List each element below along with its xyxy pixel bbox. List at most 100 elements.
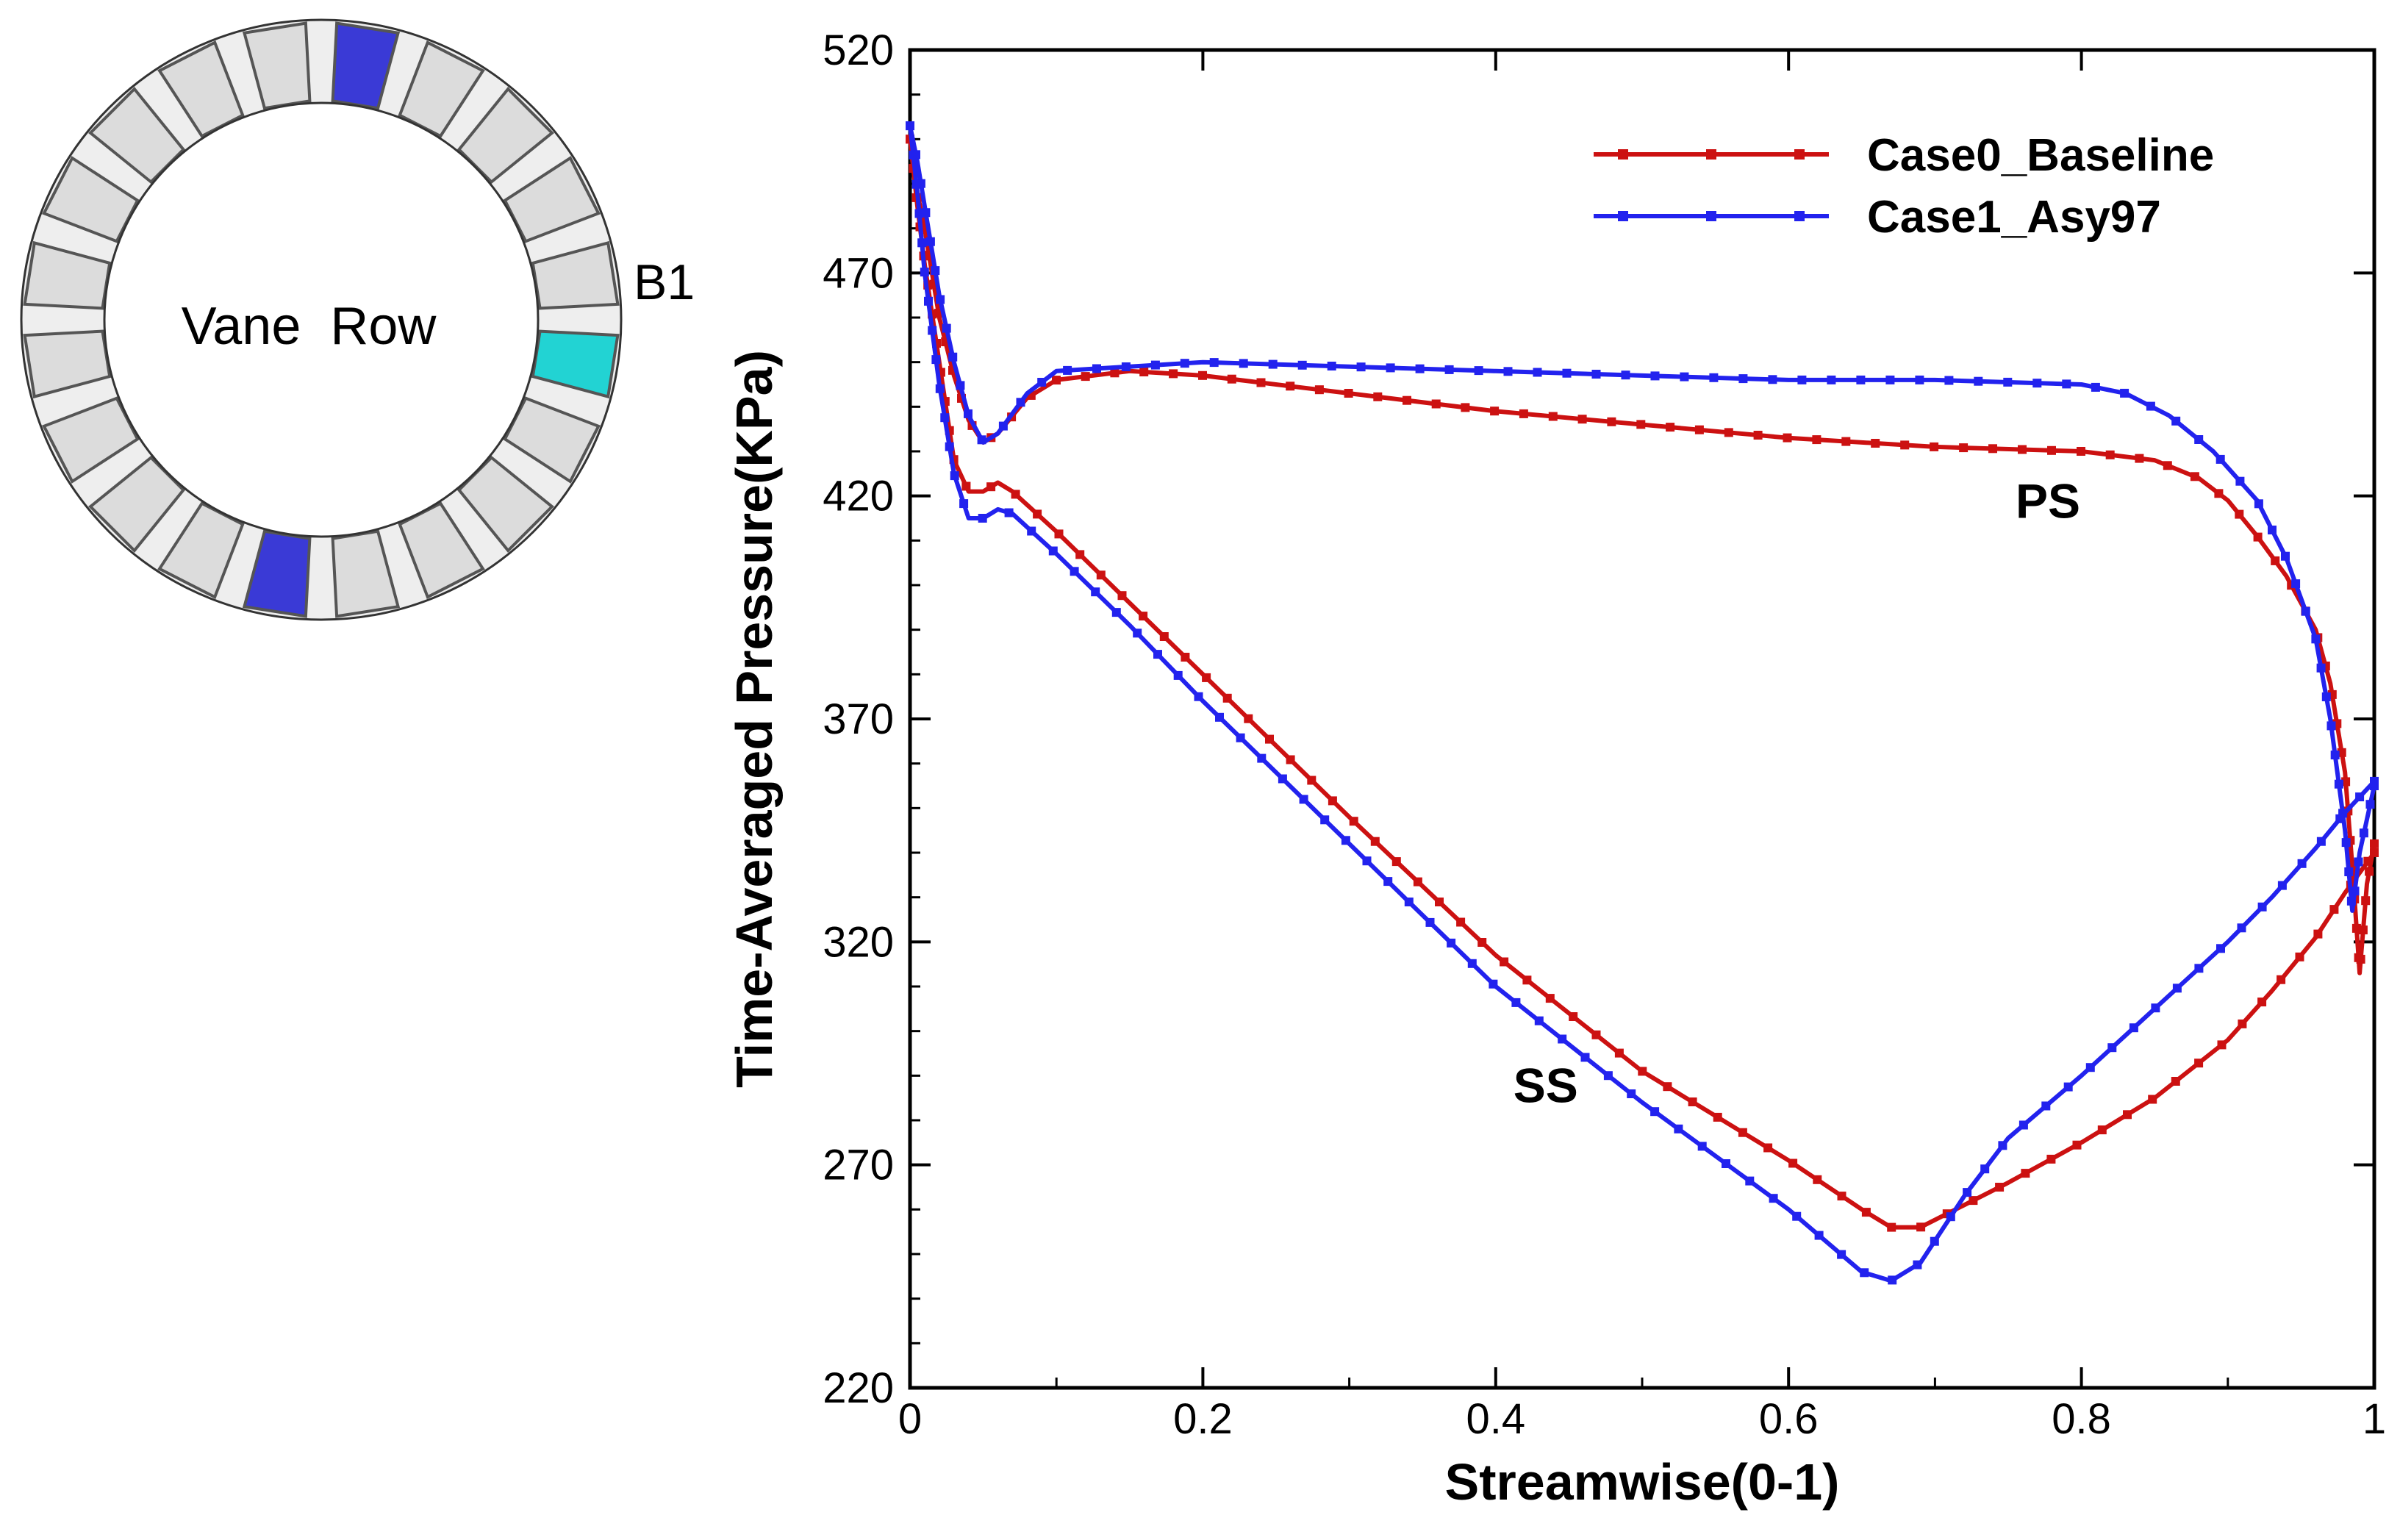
vane-b1 (531, 329, 620, 399)
series-marker (1004, 508, 1014, 517)
legend-label-case1: Case1_Asy97 (1867, 192, 2161, 243)
series-marker (2190, 472, 2199, 481)
series-marker (2041, 1101, 2051, 1111)
series-marker (1373, 392, 1383, 401)
series-marker (1603, 1071, 1613, 1081)
series-line-ps (908, 138, 2376, 975)
series-marker (2171, 1077, 2180, 1086)
series-marker (1268, 359, 1278, 369)
series-marker (1299, 795, 1308, 804)
series-marker (2217, 1040, 2227, 1050)
series-marker (1636, 420, 1646, 429)
series-marker (1435, 898, 1444, 906)
series-marker (920, 268, 929, 277)
series-marker (1431, 399, 1441, 409)
y-tick-label: 420 (823, 473, 894, 520)
series-marker (2123, 1110, 2132, 1120)
series-marker (1194, 692, 1203, 701)
series-marker (1522, 975, 1532, 985)
series-marker (1860, 1268, 1869, 1278)
series-marker (2215, 454, 2225, 464)
series-marker (1503, 367, 1513, 376)
series-marker (1404, 898, 1414, 906)
series-marker (1169, 369, 1178, 379)
series-marker (909, 150, 918, 160)
vane-highlighted (331, 21, 401, 110)
series-marker (924, 296, 933, 306)
series-marker (1666, 423, 1675, 432)
series-marker (2301, 606, 2310, 616)
series-marker (2135, 454, 2144, 463)
series-marker (1016, 398, 1025, 407)
series-marker (1415, 364, 1425, 373)
x-tick-label: 0 (898, 1395, 922, 1443)
series-marker (1694, 425, 1704, 434)
series-marker (1048, 546, 1058, 556)
series-marker (2341, 838, 2351, 848)
series-marker (1054, 529, 1064, 539)
series-marker (1139, 368, 1149, 376)
series-marker (2291, 579, 2301, 589)
series-marker (948, 352, 958, 362)
series-marker (1534, 1016, 1544, 1025)
y-tick-labels: 220 270 320 370 420 470 520 (823, 26, 894, 1412)
series-marker (1121, 362, 1131, 371)
series-marker (2370, 848, 2379, 857)
series-marker (1913, 1260, 1922, 1269)
legend-marker (1706, 149, 1716, 160)
vane-highlighted (242, 529, 312, 618)
series-marker (2316, 663, 2326, 673)
series-marker (1709, 373, 1719, 382)
series-marker (2295, 952, 2304, 961)
series-marker (2107, 1043, 2117, 1053)
series-marker (1969, 1196, 1978, 1206)
x-tick-label: 0.2 (1173, 1395, 1233, 1443)
series-marker (1900, 440, 1910, 450)
series-marker (1688, 1097, 1697, 1106)
series-marker (1456, 917, 1466, 927)
ss-annotation: SS (1514, 1058, 1578, 1112)
series-marker (1489, 979, 1498, 989)
series-marker (1236, 733, 1245, 742)
series-marker (1180, 359, 1189, 368)
series-marker (1286, 755, 1295, 764)
series-marker (2354, 857, 2363, 867)
series-marker (1930, 442, 1939, 451)
series-marker (1998, 1141, 2007, 1150)
series-marker (917, 238, 927, 248)
series-marker (2072, 1140, 2082, 1150)
series-line-ss (908, 125, 2376, 1283)
series-marker (2237, 923, 2246, 933)
series-marker (1827, 375, 1836, 384)
series-line-ps (908, 125, 2376, 913)
series-marker (1738, 374, 1748, 384)
x-tick-label: 1 (2363, 1395, 2386, 1443)
series-marker (1215, 712, 1224, 722)
series-marker (1037, 378, 1047, 387)
series-marker (911, 179, 921, 189)
vane (42, 156, 140, 243)
axis-ticks (909, 49, 2376, 1389)
vane-ring-inner (103, 101, 540, 538)
series-marker (2253, 532, 2263, 542)
series-marker (2365, 800, 2375, 809)
series-marker (2235, 509, 2244, 519)
series-marker (1467, 959, 1477, 968)
series-marker (1314, 385, 1324, 395)
series-marker (2105, 450, 2115, 459)
ps-annotation: PS (2016, 474, 2080, 529)
series-marker (2330, 751, 2340, 760)
series-marker (2091, 382, 2100, 392)
series-marker (1096, 570, 1106, 580)
series-marker (1519, 409, 1528, 418)
series-marker (1783, 433, 1792, 443)
series-marker (1724, 428, 1733, 437)
series-marker (1159, 632, 1169, 641)
series-marker (2216, 944, 2225, 953)
series-marker (1341, 836, 1350, 845)
legend-entry-case1: Case1_Asy97 (1594, 192, 2161, 243)
vane (23, 329, 112, 399)
y-tick-label: 520 (823, 26, 894, 74)
series-marker (1753, 431, 1763, 440)
series-marker (1153, 650, 1162, 659)
